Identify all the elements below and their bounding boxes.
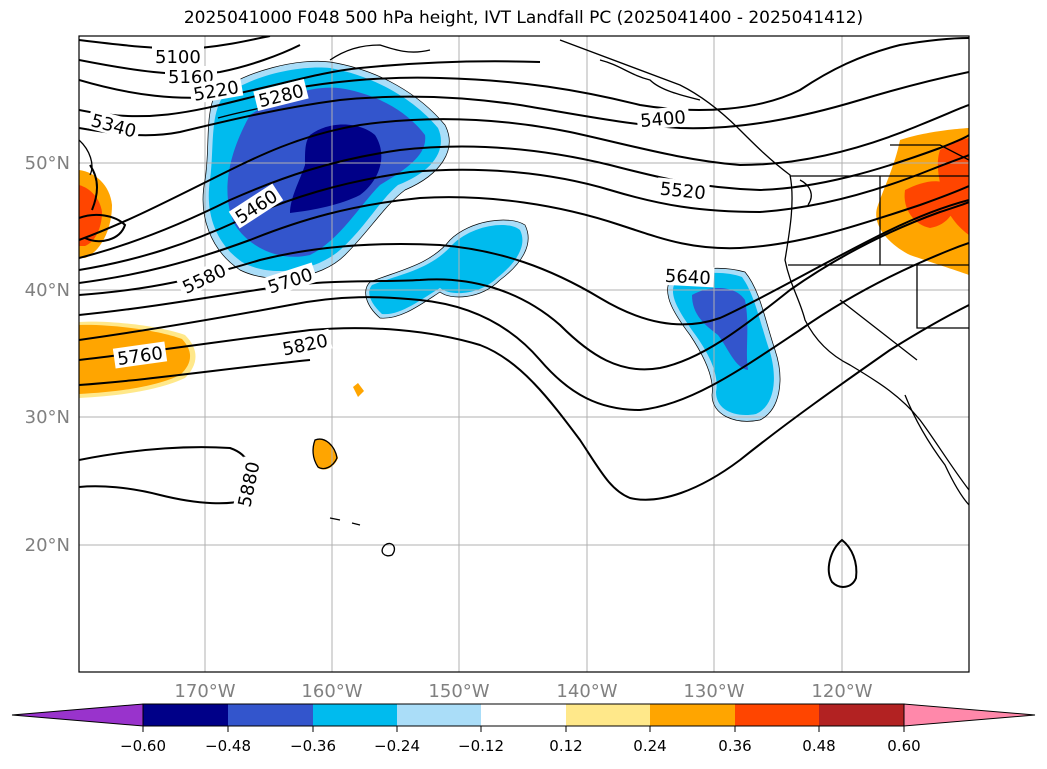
colorbar-extend-low	[11, 703, 144, 727]
contour-label-5640: 5640	[664, 266, 711, 289]
colorbar-segment	[228, 704, 313, 726]
lon-label-160w: 160°W	[301, 681, 362, 702]
colorbar-segment	[397, 704, 481, 726]
colorbar-extend-high	[903, 703, 1036, 727]
latitude-labels: 50°N 40°N 30°N 20°N	[25, 153, 70, 556]
colorbar: −0.60 −0.48 −0.36 −0.24 −0.12 0.12 0.24 …	[11, 703, 1036, 755]
colorbar-tick-label: 0.12	[549, 737, 582, 755]
lat-label-20n: 20°N	[25, 535, 70, 556]
colorbar-tick-label: 0.60	[887, 737, 920, 755]
lon-label-120w: 120°W	[811, 681, 872, 702]
contour-label-5100: 5100	[155, 47, 201, 68]
contour-label-5400: 5400	[639, 107, 686, 132]
lon-label-130w: 130°W	[683, 681, 744, 702]
lon-label-170w: 170°W	[174, 681, 235, 702]
lat-label-40n: 40°N	[25, 280, 70, 301]
lat-label-30n: 30°N	[25, 407, 70, 428]
colorbar-segment	[735, 704, 819, 726]
colorbar-tick-label: −0.48	[205, 737, 251, 755]
colorbar-segment	[566, 704, 650, 726]
longitude-labels: 170°W 160°W 150°W 140°W 130°W 120°W	[174, 681, 872, 702]
colorbar-segment	[819, 704, 904, 726]
lon-label-140w: 140°W	[556, 681, 617, 702]
colorbar-tick-label: −0.60	[120, 737, 166, 755]
colorbar-segment	[650, 704, 735, 726]
lat-label-50n: 50°N	[25, 153, 70, 174]
contour-label-5520: 5520	[659, 179, 707, 205]
colorbar-tick-label: 0.48	[802, 737, 835, 755]
colorbar-segment	[143, 704, 228, 726]
map-title: 2025041000 F048 500 hPa height, IVT Land…	[183, 8, 864, 28]
colorbar-tick-label: 0.24	[633, 737, 666, 755]
map-panel: 5100 5160 5220 5280 5340 5400 5460 5520	[78, 35, 970, 673]
graticule	[79, 36, 969, 672]
map-frame	[78, 35, 970, 673]
height-contours	[79, 36, 969, 588]
colorbar-segment	[481, 704, 566, 726]
colorbar-tick-label: −0.36	[290, 737, 336, 755]
colorbar-tick-label: 0.36	[718, 737, 751, 755]
lon-label-150w: 150°W	[428, 681, 489, 702]
colorbar-tick-label: −0.24	[374, 737, 420, 755]
colorbar-tick-label: −0.12	[458, 737, 504, 755]
colorbar-segment	[313, 704, 397, 726]
ivt-shading	[79, 61, 969, 470]
